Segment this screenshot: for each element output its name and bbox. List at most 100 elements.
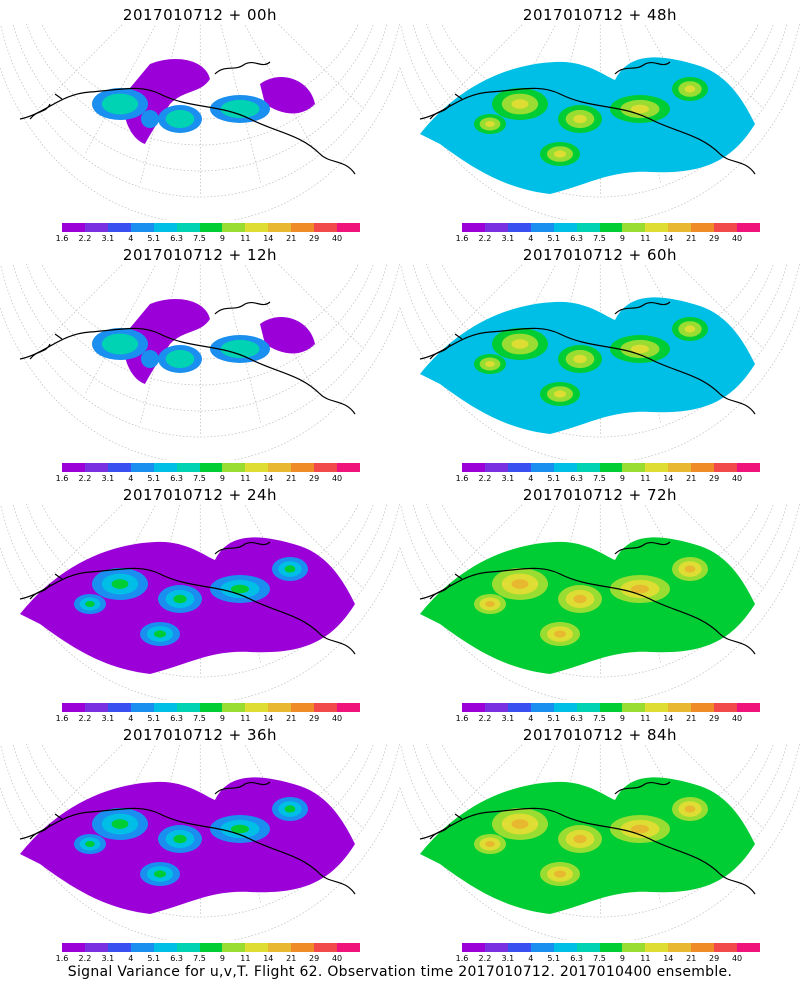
colorbar-swatch bbox=[245, 223, 269, 232]
colorbar-tick-label: 29 bbox=[709, 474, 720, 483]
colorbar-tick-label: 21 bbox=[286, 474, 297, 483]
colorbar-swatch bbox=[553, 703, 577, 712]
colorbar-swatch bbox=[645, 943, 669, 952]
variance-region bbox=[141, 110, 159, 128]
colorbar-swatch bbox=[153, 703, 177, 712]
colorbar-swatch bbox=[62, 943, 85, 952]
colorbar-tick-label: 29 bbox=[309, 234, 320, 243]
colorbar-swatch bbox=[337, 223, 360, 232]
colorbar-swatch bbox=[222, 223, 246, 232]
variance-field bbox=[420, 777, 755, 914]
colorbar-swatch bbox=[153, 463, 177, 472]
variance-region bbox=[485, 841, 495, 847]
colorbar-swatch bbox=[84, 703, 108, 712]
colorbar-tick-label: 6.3 bbox=[570, 474, 583, 483]
variance-field bbox=[20, 537, 355, 674]
colorbar bbox=[62, 463, 360, 472]
variance-region bbox=[573, 114, 587, 124]
colorbar-tick-label: 29 bbox=[709, 954, 720, 963]
variance-region bbox=[85, 841, 95, 847]
colorbar-tick-label: 3.1 bbox=[101, 954, 115, 963]
panel-title: 2017010712 + 24h bbox=[122, 486, 278, 504]
colorbar-tick-label: 40 bbox=[731, 234, 743, 243]
colorbar-tick-label: 2.2 bbox=[78, 234, 92, 243]
colorbar-swatch bbox=[645, 223, 669, 232]
colorbar-swatch bbox=[576, 703, 600, 712]
colorbar-labels: 1.6 2.2 3.1 4 5.1 6.3 7.5 9 11 14 21 29 40 bbox=[56, 714, 360, 724]
variance-region bbox=[631, 344, 649, 354]
colorbar-swatch bbox=[62, 223, 85, 232]
colorbar-swatch bbox=[599, 463, 623, 472]
colorbar-swatch bbox=[314, 703, 338, 712]
colorbar-swatch bbox=[622, 223, 646, 232]
colorbar-swatch bbox=[222, 703, 246, 712]
variance-region bbox=[511, 819, 529, 829]
panel-title: 2017010712 + 36h bbox=[122, 726, 278, 744]
variance-region bbox=[684, 85, 696, 93]
colorbar bbox=[462, 703, 760, 712]
colorbar-tick-label: 40 bbox=[331, 714, 343, 723]
colorbar-tick-label: 7.5 bbox=[593, 234, 606, 243]
colorbar-swatch bbox=[737, 943, 760, 952]
colorbar-tick-label: 2.2 bbox=[78, 714, 92, 723]
colorbar-tick-label: 11 bbox=[240, 474, 251, 483]
colorbar-swatch bbox=[245, 703, 269, 712]
variance-region bbox=[684, 565, 696, 573]
colorbar bbox=[462, 943, 760, 952]
colorbar-tick-label: 4 bbox=[528, 234, 534, 243]
colorbar-tick-label: 40 bbox=[731, 474, 743, 483]
variance-region bbox=[485, 121, 495, 127]
colorbar-labels: 1.6 2.2 3.1 4 5.1 6.3 7.5 9 11 14 21 29 40 bbox=[56, 954, 360, 964]
colorbar-tick-label: 40 bbox=[731, 714, 743, 723]
colorbar-swatch bbox=[622, 943, 646, 952]
variance-field bbox=[420, 537, 755, 674]
colorbar-swatch bbox=[314, 223, 338, 232]
variance-region bbox=[220, 99, 260, 119]
coastline bbox=[214, 301, 271, 315]
variance-region bbox=[554, 390, 566, 398]
colorbar-swatch bbox=[268, 463, 292, 472]
colorbar-swatch bbox=[668, 943, 692, 952]
colorbar-tick-label: 1.6 bbox=[55, 474, 69, 483]
colorbar-tick-label: 14 bbox=[663, 234, 674, 243]
colorbar-tick-label: 4 bbox=[128, 954, 134, 963]
forecast-panel: 2017010712 + 24h 1.6 2.2 3.1 4 5.1 6.3 7.5 9 11 1… bbox=[0, 480, 400, 723]
variance-map bbox=[400, 264, 800, 460]
variance-map bbox=[400, 24, 800, 220]
colorbar-tick-label: 5.1 bbox=[547, 234, 561, 243]
colorbar-swatch bbox=[222, 943, 246, 952]
coastline bbox=[429, 813, 463, 840]
colorbar-swatch bbox=[599, 943, 623, 952]
colorbar-swatch bbox=[507, 703, 531, 712]
colorbar-tick-label: 2.2 bbox=[78, 474, 92, 483]
colorbar-tick-label: 6.3 bbox=[570, 954, 583, 963]
colorbar-tick-label: 9 bbox=[219, 714, 225, 723]
colorbar-tick-label: 14 bbox=[663, 714, 674, 723]
colorbar-tick-label: 2.2 bbox=[478, 474, 492, 483]
colorbar-tick-label: 2.2 bbox=[478, 234, 492, 243]
colorbar-swatch bbox=[314, 943, 338, 952]
colorbar-labels: 1.6 2.2 3.1 4 5.1 6.3 7.5 9 11 14 21 29 40 bbox=[456, 954, 760, 964]
colorbar-labels: 1.6 2.2 3.1 4 5.1 6.3 7.5 9 11 14 21 29 40 bbox=[456, 234, 760, 244]
colorbar-swatch bbox=[245, 943, 269, 952]
variance-region bbox=[554, 630, 566, 638]
variance-region bbox=[284, 565, 296, 573]
colorbar-swatch bbox=[337, 703, 360, 712]
colorbar-tick-label: 40 bbox=[331, 234, 343, 243]
coastline bbox=[429, 93, 463, 120]
colorbar-swatch bbox=[84, 943, 108, 952]
colorbar-tick-label: 11 bbox=[640, 474, 651, 483]
colorbar-tick-label: 21 bbox=[686, 714, 697, 723]
colorbar-swatch bbox=[462, 463, 485, 472]
colorbar-tick-label: 21 bbox=[286, 954, 297, 963]
variance-region bbox=[260, 316, 315, 354]
coastline bbox=[19, 87, 356, 175]
variance-region bbox=[154, 630, 166, 638]
colorbar-swatch bbox=[130, 223, 154, 232]
colorbar-swatch bbox=[553, 463, 577, 472]
colorbar-swatch bbox=[691, 223, 715, 232]
colorbar-swatch bbox=[268, 223, 292, 232]
colorbar-tick-label: 21 bbox=[686, 474, 697, 483]
colorbar-tick-label: 14 bbox=[663, 474, 674, 483]
colorbar-swatch bbox=[245, 463, 269, 472]
